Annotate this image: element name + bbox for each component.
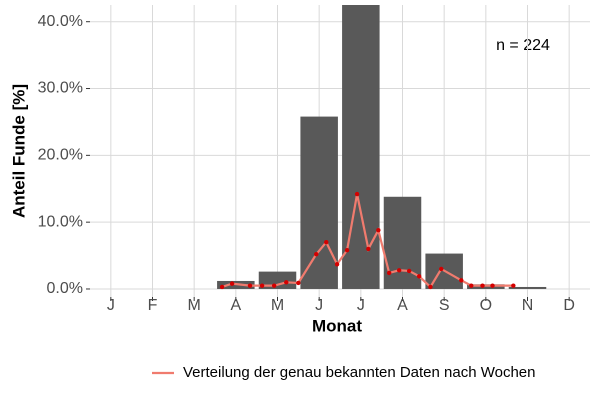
x-tick-label: M [271,297,284,314]
point [344,248,350,253]
point [366,246,371,252]
annotation: n = 224 [496,37,550,54]
x-tick-label: M [188,297,201,314]
x-tick-label: O [480,297,492,314]
y-tick-label: 10.0% [38,213,83,230]
point [416,274,422,279]
x-tick-label: J [357,297,365,314]
x-tick-label: S [439,297,450,314]
bar [300,116,338,289]
point [490,283,495,288]
point [324,240,329,245]
point [511,283,516,288]
x-axis-title: Monat [312,316,362,335]
point [459,278,464,283]
point [334,262,340,267]
point [386,270,392,276]
point [354,191,360,197]
point [406,268,412,274]
x-tick-label: F [148,297,158,314]
point [271,283,277,288]
plot-area [90,5,590,297]
point [376,227,381,233]
point [229,281,235,286]
x-tick-label: J [315,297,323,314]
x-tick-label: D [563,297,575,314]
bar [508,286,547,289]
legend: Verteilung der genau bekannten Daten nac… [152,364,536,381]
point [247,283,253,288]
point [439,266,444,272]
y-axis-title: Anteil Funde [%] [9,84,28,218]
x-tick-label: A [397,297,408,314]
point [314,252,319,257]
x-tick-label: A [230,297,241,314]
y-tick-label: 30.0% [38,80,83,97]
point [480,283,485,288]
point [469,283,474,288]
point [259,283,265,288]
point [284,280,289,285]
point [296,280,301,286]
point [428,284,433,290]
x-tick-label: J [107,297,115,314]
y-tick-label: 0.0% [47,280,83,297]
point [219,284,225,290]
legend-label: Verteilung der genau bekannten Daten nac… [183,364,536,381]
point [396,268,402,273]
x-tick-label: N [522,297,534,314]
y-tick-label: 20.0% [38,147,83,164]
y-tick-label: 40.0% [38,13,83,30]
